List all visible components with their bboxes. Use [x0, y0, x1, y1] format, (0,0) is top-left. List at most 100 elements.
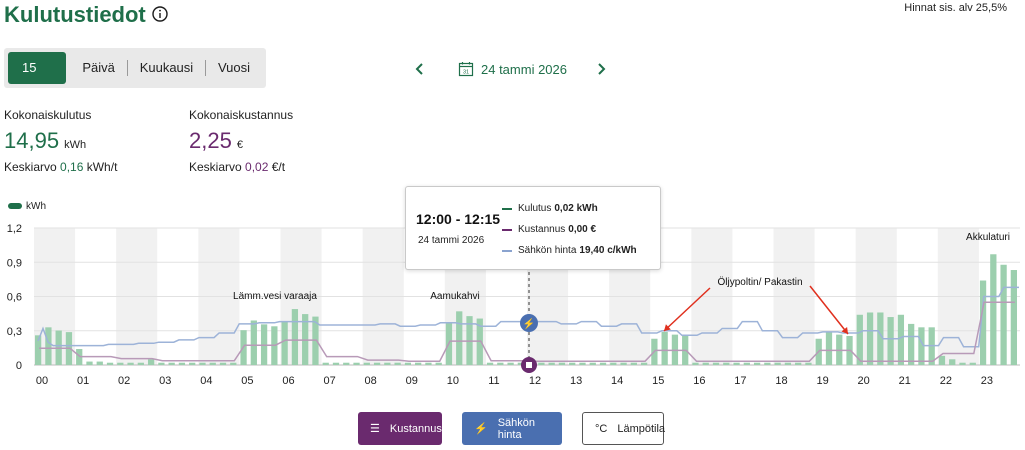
- consumption-bar: [938, 355, 946, 365]
- consumption-unit: kWh: [64, 139, 87, 151]
- consumption-bar: [774, 362, 781, 365]
- price-marker: [520, 314, 538, 332]
- date-picker[interactable]: 31 24 tammi 2026: [458, 61, 567, 77]
- consumption-label: Kokonaiskulutus: [4, 108, 92, 122]
- consumption-bar: [415, 362, 422, 365]
- consumption-bar: [394, 362, 401, 365]
- x-tick-label: 08: [365, 375, 377, 387]
- annotation-arrowhead: [841, 327, 848, 334]
- consumption-bar: [96, 361, 103, 365]
- temperature-icon: °C: [595, 422, 608, 435]
- chart-annotation: Aamukahvi: [430, 291, 479, 302]
- consumption-bar: [918, 327, 925, 365]
- consumption-bar: [599, 362, 607, 365]
- x-tick-label: 23: [981, 375, 993, 387]
- consumption-bar: [1000, 264, 1007, 365]
- toggle-temperature-label: Lämpötila: [617, 422, 666, 435]
- consumption-bar: [281, 321, 288, 365]
- consumption-bar: [373, 362, 381, 365]
- consumption-bar: [548, 362, 555, 365]
- chevron-left-icon[interactable]: [410, 59, 430, 79]
- chevron-right-icon[interactable]: [591, 59, 611, 79]
- consumption-bar: [569, 362, 576, 365]
- x-tick-label: 04: [200, 375, 212, 387]
- consumption-bar: [866, 312, 874, 365]
- x-tick-label: 05: [241, 375, 253, 387]
- tooltip-cost-value: 0,00 €: [568, 224, 597, 235]
- consumption-bar: [425, 362, 432, 365]
- consumption-bar: [979, 280, 987, 365]
- toggle-price-button[interactable]: ⚡ Sähkön hinta: [462, 412, 562, 445]
- consumption-bar: [291, 309, 299, 365]
- x-tick-label: 07: [323, 375, 335, 387]
- consumption-bar: [456, 311, 463, 365]
- unit-swatch: [8, 203, 22, 209]
- y-tick-label: 0,3: [7, 326, 22, 338]
- info-icon[interactable]: [152, 6, 168, 22]
- tab-day[interactable]: Päivä: [82, 60, 115, 75]
- consumption-bar: [825, 331, 833, 365]
- consumption-bar: [610, 362, 617, 365]
- tab-15min[interactable]: 15 min: [8, 52, 67, 107]
- consumption-bar: [117, 362, 124, 365]
- x-tick-label: 15: [652, 375, 664, 387]
- consumption-bar: [620, 362, 627, 365]
- cost-label: Kokonaiskustannus: [189, 108, 294, 122]
- consumption-bar: [384, 362, 391, 365]
- price-swatch: [502, 249, 512, 252]
- tooltip-row-cost: Kustannus 0,00 €: [502, 224, 596, 235]
- consumption-bar: [137, 362, 144, 365]
- consumption-bar: [486, 362, 494, 365]
- consumption-bar: [497, 362, 504, 365]
- x-tick-label: 12: [529, 375, 541, 387]
- consumption-bar: [856, 314, 863, 365]
- cost-avg-unit: €/t: [271, 160, 286, 174]
- consumption-bar: [158, 362, 165, 365]
- consumption-bar: [363, 362, 370, 365]
- consumption-bar: [76, 349, 83, 365]
- consumption-avg-label: Keskiarvo: [4, 160, 57, 174]
- consumption-bar: [692, 362, 699, 365]
- cost-icon: ☰: [370, 423, 380, 435]
- x-tick-label: 14: [611, 375, 623, 387]
- lightning-icon: ⚡: [523, 317, 535, 330]
- consumption-bar: [147, 359, 155, 365]
- unit-label: kWh: [26, 201, 46, 212]
- consumption-bar: [209, 362, 216, 365]
- consumption-bar: [86, 361, 93, 365]
- tooltip-price-label: Sähkön hinta: [518, 245, 577, 256]
- y-tick-label: 0: [16, 360, 22, 372]
- consumption-bar: [589, 362, 596, 365]
- x-tick-label: 13: [570, 375, 582, 387]
- tab-divider: [205, 60, 206, 76]
- consumption-bar: [558, 362, 566, 365]
- toggle-price-label: Sähkön hinta: [497, 416, 536, 441]
- consumption-bar: [908, 323, 915, 365]
- consumption-bar: [230, 362, 237, 365]
- x-tick-label: 20: [858, 375, 870, 387]
- consumption-bar: [733, 362, 740, 365]
- tab-month[interactable]: Kuukausi: [139, 60, 194, 75]
- date-navigation: 31 24 tammi 2026: [410, 58, 611, 80]
- y-tick-label: 0,9: [7, 257, 22, 269]
- x-tick-label: 06: [282, 375, 294, 387]
- consumption-bar: [35, 335, 42, 365]
- chart-tooltip: 12:00 - 12:15 24 tammi 2026 Kulutus 0,02…: [405, 186, 661, 270]
- x-tick-label: 17: [734, 375, 746, 387]
- consumption-bar: [168, 362, 175, 365]
- y-tick-label: 0,6: [7, 292, 22, 304]
- consumption-bar: [949, 359, 956, 365]
- toggle-cost-button[interactable]: ☰ Kustannus: [358, 412, 442, 445]
- tab-year[interactable]: Vuosi: [217, 60, 250, 75]
- consumption-bar: [661, 331, 668, 365]
- calendar-icon: 31: [458, 62, 474, 77]
- x-tick-label: 21: [899, 375, 911, 387]
- consumption-bar: [199, 362, 206, 365]
- calendar-day: 31: [463, 70, 469, 76]
- consumption-bar: [753, 362, 761, 365]
- consumption-bar: [435, 362, 442, 365]
- chart-annotation: Öljypoltin/ Pakastin: [717, 276, 802, 288]
- consumption-bar: [579, 362, 586, 365]
- toggle-temperature-button[interactable]: °C Lämpötila: [582, 412, 666, 445]
- consumption-bar: [764, 362, 771, 365]
